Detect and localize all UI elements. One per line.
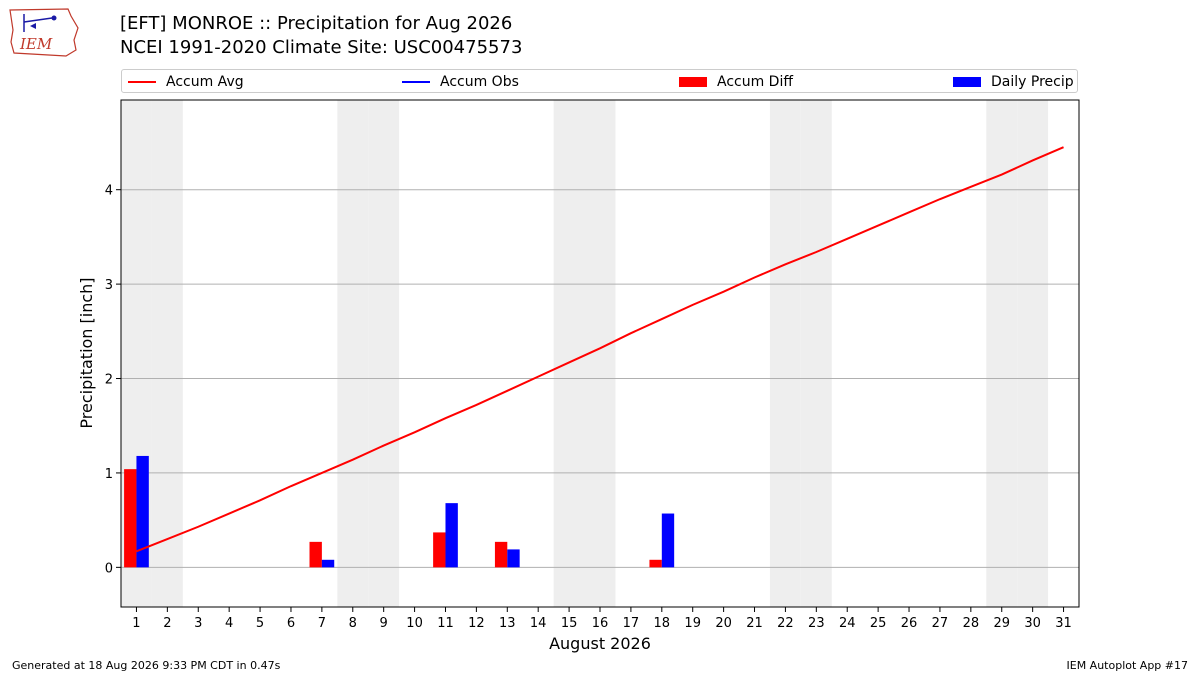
y-tick-label-1: 1 xyxy=(105,467,113,482)
footer-generated: Generated at 18 Aug 2026 9:33 PM CDT in … xyxy=(12,659,281,672)
x-tick-label-4: 4 xyxy=(225,616,233,631)
y-axis-ticks: 0 1 2 3 4 xyxy=(105,184,121,576)
weekend-band-29 xyxy=(986,100,1018,607)
legend-swatch-accum-obs xyxy=(402,81,430,83)
accum-diff-bar-18 xyxy=(649,559,662,568)
legend-swatch-daily-precip xyxy=(953,77,981,87)
y-tick-label-3: 3 xyxy=(105,278,113,293)
weekend-band-23 xyxy=(800,100,832,607)
daily-precip-bar-18 xyxy=(661,513,675,568)
legend-label-accum-avg: Accum Avg xyxy=(166,74,244,90)
x-tick-label-6: 6 xyxy=(287,616,295,631)
x-tick-label-29: 29 xyxy=(993,616,1010,631)
x-tick-label-30: 30 xyxy=(1024,616,1041,631)
chart-title: [EFT] MONROE :: Precipitation for Aug 20… xyxy=(120,13,513,34)
x-tick-label-25: 25 xyxy=(870,616,887,631)
accum-diff-bar-13 xyxy=(494,541,508,568)
legend-swatch-accum-avg xyxy=(128,81,156,83)
x-tick-label-26: 26 xyxy=(901,616,918,631)
x-tick-label-22: 22 xyxy=(777,616,794,631)
legend-item-accum-obs: Accum Obs xyxy=(402,70,519,94)
iem-logo: IEM xyxy=(9,8,79,57)
y-tick-label-4: 4 xyxy=(105,184,113,199)
chart-subtitle: NCEI 1991-2020 Climate Site: USC00475573 xyxy=(120,37,523,58)
weekend-band-8 xyxy=(337,100,369,607)
legend-item-daily-precip: Daily Precip xyxy=(953,70,1074,94)
x-tick-label-27: 27 xyxy=(932,616,949,631)
legend: Accum Avg Accum Obs Accum Diff Daily Pre… xyxy=(121,69,1078,93)
y-axis-label: Precipitation [inch] xyxy=(77,277,96,428)
legend-item-accum-avg: Accum Avg xyxy=(128,70,244,94)
x-tick-label-15: 15 xyxy=(561,616,578,631)
x-tick-label-9: 9 xyxy=(380,616,388,631)
weekend-band-30 xyxy=(1017,100,1049,607)
x-tick-label-7: 7 xyxy=(318,616,326,631)
line-marks xyxy=(136,146,1064,553)
x-tick-label-12: 12 xyxy=(468,616,485,631)
weekend-band-15 xyxy=(553,100,585,607)
x-tick-label-31: 31 xyxy=(1055,616,1072,631)
x-tick-label-19: 19 xyxy=(684,616,701,631)
daily-precip-bar-13 xyxy=(507,549,520,568)
legend-swatch-accum-diff xyxy=(679,77,707,87)
x-tick-label-18: 18 xyxy=(654,616,671,631)
x-tick-label-17: 17 xyxy=(623,616,640,631)
y-tick-label-2: 2 xyxy=(105,373,113,388)
accum-diff-bar-1 xyxy=(124,469,137,568)
x-tick-label-14: 14 xyxy=(530,616,547,631)
x-tick-label-16: 16 xyxy=(592,616,609,631)
daily-precip-bar-11 xyxy=(445,503,458,568)
weekend-band-22 xyxy=(769,100,801,607)
x-tick-label-21: 21 xyxy=(746,616,763,631)
legend-label-daily-precip: Daily Precip xyxy=(991,74,1074,90)
y-tick-label-0: 0 xyxy=(105,561,113,576)
x-axis-ticks: 1 2 3 4 5 6 7 8 9 10 11 12 13 14 15 16 17 18 19 20 21 22 23 24 2… xyxy=(132,607,1072,631)
x-tick-label-23: 23 xyxy=(808,616,825,631)
x-tick-label-28: 28 xyxy=(963,616,980,631)
legend-label-accum-diff: Accum Diff xyxy=(717,74,794,90)
daily-precip-bar-7 xyxy=(321,559,335,568)
daily-precip-bar-1 xyxy=(136,455,149,568)
logo-text: IEM xyxy=(19,35,53,53)
x-tick-label-3: 3 xyxy=(194,616,202,631)
y-gridlines xyxy=(121,189,1079,568)
x-tick-label-2: 2 xyxy=(163,616,171,631)
bar-marks xyxy=(124,455,675,568)
footer-app: IEM Autoplot App #17 xyxy=(1066,659,1189,672)
x-tick-label-10: 10 xyxy=(406,616,423,631)
legend-item-accum-diff: Accum Diff xyxy=(679,70,793,94)
x-axis-label: August 2026 xyxy=(549,634,651,653)
x-tick-label-8: 8 xyxy=(349,616,357,631)
x-tick-label-1: 1 xyxy=(132,616,140,631)
accum-diff-bar-7 xyxy=(309,541,322,568)
x-tick-label-24: 24 xyxy=(839,616,856,631)
weekend-band-2 xyxy=(151,100,183,607)
weekend-bands xyxy=(121,100,1049,607)
x-tick-label-20: 20 xyxy=(715,616,732,631)
x-tick-label-11: 11 xyxy=(437,616,454,631)
x-tick-label-5: 5 xyxy=(256,616,264,631)
accum-diff-bar-11 xyxy=(433,532,446,568)
x-tick-label-13: 13 xyxy=(499,616,516,631)
weekend-band-9 xyxy=(368,100,400,607)
accum-avg-line xyxy=(136,146,1064,553)
legend-label-accum-obs: Accum Obs xyxy=(440,74,519,90)
